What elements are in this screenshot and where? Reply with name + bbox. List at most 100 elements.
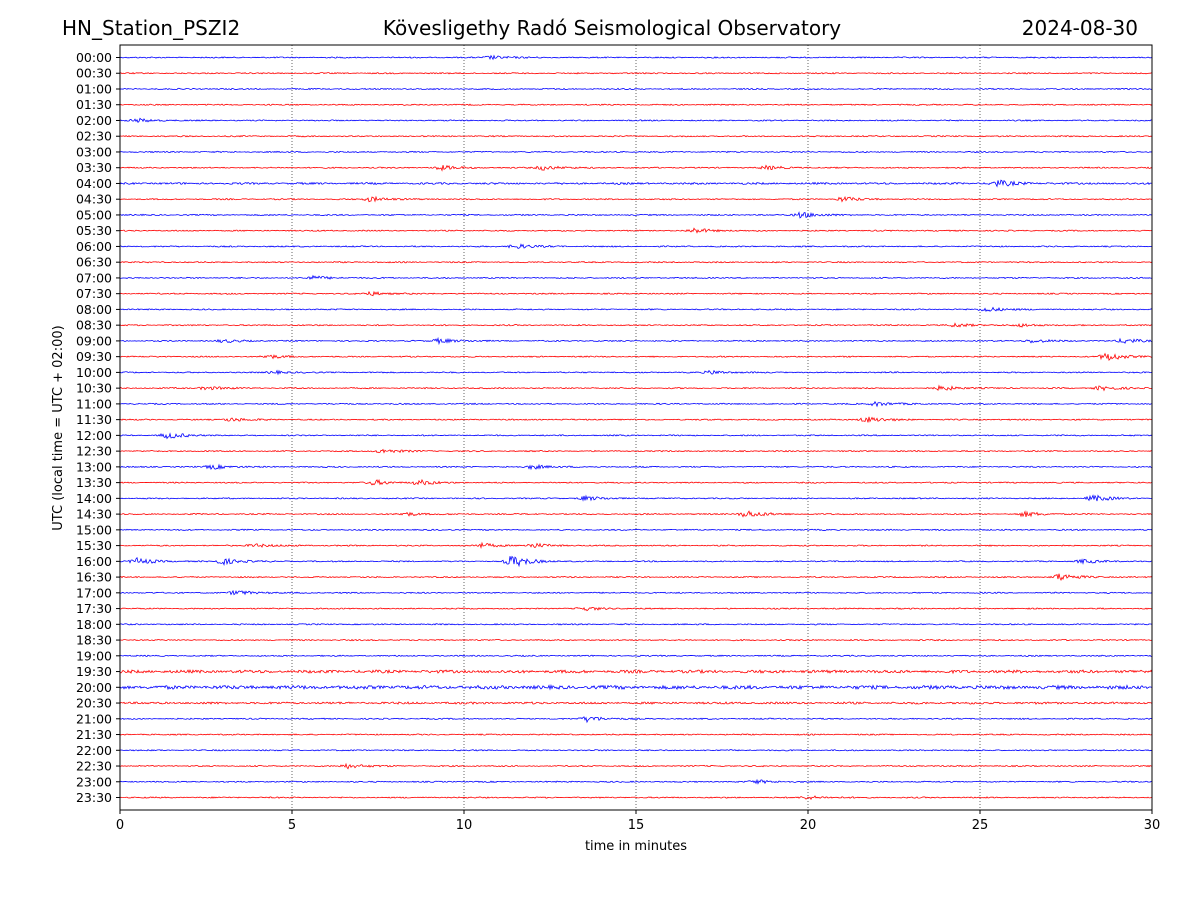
y-tick-label: 19:30 — [76, 664, 112, 679]
y-tick-label: 07:00 — [76, 270, 112, 285]
y-tick-label: 05:30 — [76, 223, 112, 238]
trace-0730 — [119, 290, 1153, 297]
trace-0230 — [119, 135, 1153, 138]
y-tick-label: 23:00 — [76, 774, 112, 789]
trace-2330 — [119, 795, 1153, 801]
trace-2130 — [119, 733, 1153, 736]
trace-1600 — [119, 555, 1153, 568]
y-tick-label: 17:00 — [76, 585, 112, 600]
trace-0630 — [119, 260, 1153, 264]
trace-1700 — [119, 589, 1153, 596]
y-tick-label: 16:30 — [76, 570, 112, 585]
x-axis-label: time in minutes — [585, 839, 687, 854]
y-tick-label: 13:30 — [76, 475, 112, 490]
y-tick-label: 03:00 — [76, 144, 112, 159]
x-tick-label: 30 — [1144, 818, 1161, 833]
y-tick-label: 16:00 — [76, 554, 112, 569]
y-tick-label: 04:30 — [76, 192, 112, 207]
trace-2100 — [119, 716, 1153, 724]
y-tick-label: 00:30 — [76, 66, 112, 81]
trace-1430 — [119, 510, 1153, 518]
grid-lines — [291, 45, 981, 810]
y-tick-label: 10:30 — [76, 381, 112, 396]
trace-2300 — [119, 778, 1153, 785]
y-tick-label: 02:00 — [76, 113, 112, 128]
traces — [119, 54, 1153, 801]
trace-0700 — [119, 274, 1153, 280]
trace-0830 — [119, 322, 1153, 328]
trace-0530 — [119, 227, 1153, 234]
trace-1400 — [119, 494, 1153, 502]
trace-1030 — [119, 384, 1153, 392]
y-tick-label: 21:00 — [76, 711, 112, 726]
y-tick-label: 22:30 — [76, 759, 112, 774]
chart-title: Kövesligethy Radó Seismological Observat… — [383, 16, 841, 40]
y-tick-label: 18:30 — [76, 633, 112, 648]
trace-0900 — [119, 336, 1153, 346]
trace-1230 — [119, 448, 1153, 454]
y-tick-label: 09:30 — [76, 349, 112, 364]
y-tick-label: 23:30 — [76, 790, 112, 805]
x-tick-label: 5 — [288, 818, 296, 833]
trace-0030 — [119, 71, 1153, 75]
x-tick-label: 0 — [116, 818, 124, 833]
date-label: 2024-08-30 — [1022, 16, 1138, 40]
y-tick-label: 15:00 — [76, 522, 112, 537]
x-tick-label: 20 — [800, 818, 817, 833]
y-tick-label: 06:30 — [76, 255, 112, 270]
trace-1300 — [119, 463, 1153, 471]
trace-1830 — [119, 638, 1153, 642]
y-tick-label: 15:30 — [76, 538, 112, 553]
trace-0130 — [119, 103, 1153, 106]
x-tick-label: 25 — [972, 818, 989, 833]
station-label: HN_Station_PSZI2 — [62, 16, 240, 40]
y-tick-label: 00:00 — [76, 50, 112, 65]
y-axis: 00:0000:3001:0001:3002:0002:3003:0003:30… — [76, 50, 120, 805]
trace-0430 — [119, 195, 1153, 203]
y-axis-label: UTC (local time = UTC + 02:00) — [51, 325, 66, 530]
trace-2230 — [119, 762, 1153, 770]
trace-1000 — [119, 369, 1153, 376]
trace-1330 — [119, 478, 1153, 486]
y-tick-label: 18:00 — [76, 617, 112, 632]
y-tick-label: 05:00 — [76, 207, 112, 222]
y-tick-label: 08:30 — [76, 318, 112, 333]
trace-0600 — [119, 243, 1153, 249]
y-tick-label: 20:00 — [76, 680, 112, 695]
trace-1930 — [119, 668, 1153, 675]
y-tick-label: 10:00 — [76, 365, 112, 380]
y-tick-label: 01:30 — [76, 97, 112, 112]
y-tick-label: 08:00 — [76, 302, 112, 317]
y-tick-label: 11:30 — [76, 412, 112, 427]
trace-1800 — [119, 623, 1153, 626]
y-tick-label: 12:30 — [76, 444, 112, 459]
trace-0800 — [119, 306, 1153, 312]
y-tick-label: 12:00 — [76, 428, 112, 443]
trace-1730 — [119, 606, 1153, 612]
y-tick-label: 09:00 — [76, 333, 112, 348]
trace-1130 — [119, 416, 1153, 423]
trace-0400 — [119, 179, 1153, 188]
trace-0000 — [119, 54, 1153, 61]
trace-1100 — [119, 400, 1153, 408]
y-tick-label: 04:00 — [76, 176, 112, 191]
y-tick-label: 14:00 — [76, 491, 112, 506]
trace-2200 — [119, 749, 1153, 752]
trace-0330 — [119, 164, 1153, 172]
y-tick-label: 06:00 — [76, 239, 112, 254]
trace-0930 — [119, 352, 1153, 362]
y-tick-label: 17:30 — [76, 601, 112, 616]
y-tick-label: 02:30 — [76, 129, 112, 144]
y-tick-label: 20:30 — [76, 696, 112, 711]
y-tick-label: 07:30 — [76, 286, 112, 301]
trace-0300 — [119, 150, 1153, 154]
trace-0500 — [119, 211, 1153, 219]
trace-2000 — [119, 684, 1153, 691]
trace-2030 — [119, 701, 1153, 705]
trace-0100 — [119, 87, 1153, 91]
y-tick-label: 03:30 — [76, 160, 112, 175]
x-tick-label: 10 — [456, 818, 473, 833]
y-tick-label: 13:00 — [76, 459, 112, 474]
